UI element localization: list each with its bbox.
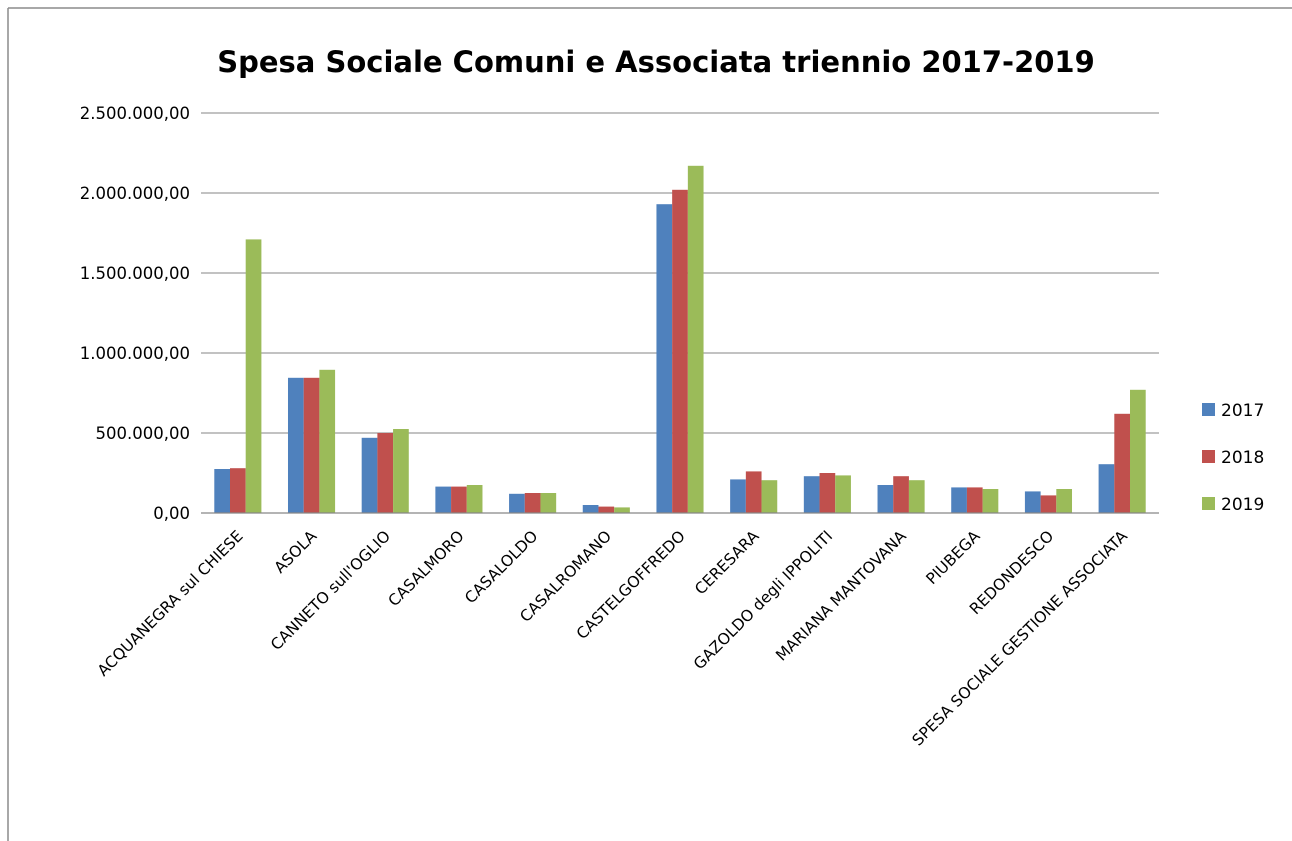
bar-2019-5	[614, 507, 630, 513]
bar-2019-1	[319, 369, 336, 513]
bar-2018-5	[598, 506, 615, 513]
bar-2019-7	[761, 480, 778, 513]
bar-2018-1	[303, 377, 320, 513]
bar-2018-0	[229, 468, 246, 513]
bar-2017-12	[1098, 464, 1115, 513]
legend-swatch-2017	[1202, 403, 1215, 416]
bar-2018-6	[672, 189, 688, 514]
legend-label: 2019	[1221, 495, 1264, 515]
bar-2018-11	[1040, 495, 1057, 513]
bar-2018-4	[524, 493, 541, 513]
bar-2019-3	[466, 485, 483, 513]
bar-2017-2	[361, 437, 378, 513]
bar-2017-11	[1024, 491, 1041, 513]
bar-2018-7	[745, 471, 762, 513]
legend-label: 2017	[1221, 401, 1264, 421]
bar-2017-5	[582, 505, 599, 513]
bar-2018-3	[451, 486, 467, 513]
bar-2017-7	[730, 479, 746, 513]
bar-2019-0	[245, 239, 262, 513]
bar-2017-1	[287, 377, 304, 513]
bar-2018-12	[1114, 413, 1131, 513]
chart-title: Spesa Sociale Comuni e Associata trienni…	[217, 45, 1095, 79]
bar-2018-2	[377, 433, 394, 513]
y-tick-label: 1.500.000,00	[80, 264, 190, 283]
bars	[214, 165, 1146, 514]
bar-2019-4	[540, 493, 557, 513]
y-axis-tick-labels: 0,00 500.000,00 1.000.000,00 1.500.000,00 2.…	[80, 104, 190, 523]
bar-2019-11	[1056, 489, 1073, 513]
bar-2019-2	[393, 429, 409, 513]
bar-2018-8	[819, 473, 836, 513]
legend: 2017 2018 2019	[1202, 401, 1264, 515]
bar-2017-0	[214, 469, 230, 513]
legend-label: 2018	[1221, 448, 1264, 468]
y-tick-label: 2.500.000,00	[80, 104, 190, 123]
bar-2019-9	[908, 480, 925, 513]
bar-2017-9	[877, 485, 894, 513]
y-tick-label: 500.000,00	[96, 424, 190, 443]
bar-2017-6	[656, 204, 673, 513]
bar-2017-4	[509, 493, 525, 513]
y-tick-label: 1.000.000,00	[80, 344, 190, 363]
y-tick-label: 0,00	[153, 504, 190, 523]
bar-2019-10	[982, 489, 999, 513]
bar-2019-6	[687, 165, 704, 514]
y-tick-label: 2.000.000,00	[80, 184, 190, 203]
bar-2017-10	[951, 487, 967, 513]
bar-2017-3	[435, 486, 452, 513]
bar-2018-10	[966, 487, 983, 513]
legend-swatch-2018	[1202, 450, 1215, 463]
bar-2017-8	[803, 476, 820, 513]
bar-2018-9	[893, 476, 909, 513]
legend-swatch-2019	[1202, 497, 1215, 510]
bar-2019-12	[1130, 389, 1146, 513]
bar-2019-8	[835, 475, 851, 513]
